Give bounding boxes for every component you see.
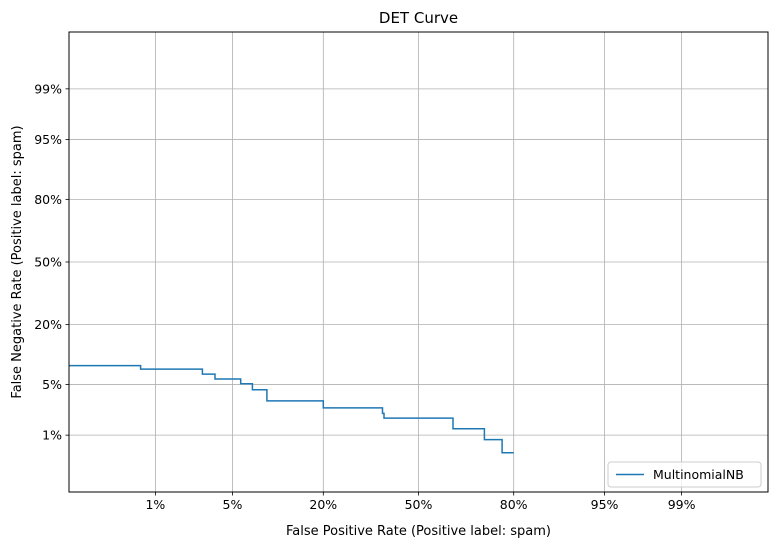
x-tick-label-1pct: 1% [145,497,165,512]
y-tick-label-99pct: 99% [34,81,62,96]
y-tick-label-1pct: 1% [42,428,62,443]
y-tick-label-80pct: 80% [34,192,62,207]
legend-box [607,461,762,488]
x-tick-label-20pct: 20% [309,497,337,512]
legend: MultinomialNB [607,461,762,488]
x-tick-label-99pct: 99% [668,497,696,512]
y-axis-label: False Negative Rate (Positive label: spa… [10,125,25,398]
x-tick-label-5pct: 5% [223,497,243,512]
x-tick-label-50pct: 50% [405,497,433,512]
y-tick-label-20pct: 20% [34,317,62,332]
x-axis-label: False Positive Rate (Positive label: spa… [286,524,551,539]
x-tick-label-80pct: 80% [500,497,528,512]
series-layer [69,364,514,454]
x-ticks: 1% 5% 20% 50% 80% 95% 99% [145,492,696,512]
y-tick-label-5pct: 5% [42,377,62,392]
y-tick-label-95pct: 95% [34,132,62,147]
x-tick-label-95pct: 95% [591,497,619,512]
legend-label-multinomialnb: MultinomialNB [653,467,744,482]
y-ticks: 1% 5% 20% 50% 80% 95% 99% [34,81,69,443]
chart-title: DET Curve [379,9,458,27]
series-line-multinomialnb [69,364,514,454]
y-tick-label-50pct: 50% [34,255,62,270]
grid-lines [69,32,768,492]
